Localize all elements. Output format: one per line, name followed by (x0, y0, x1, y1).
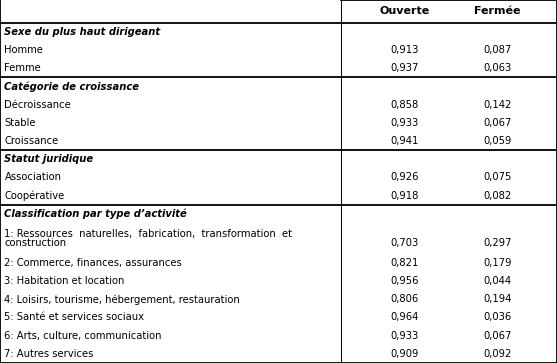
Text: 4: Loisirs, tourisme, hébergement, restauration: 4: Loisirs, tourisme, hébergement, resta… (4, 294, 240, 305)
Text: 0,092: 0,092 (483, 349, 511, 359)
Text: 0,918: 0,918 (390, 191, 418, 201)
Text: 0,082: 0,082 (483, 191, 511, 201)
Text: 0,142: 0,142 (483, 100, 511, 110)
Text: 0,297: 0,297 (483, 238, 512, 248)
Text: 0,964: 0,964 (390, 313, 418, 322)
Text: 0,858: 0,858 (390, 100, 418, 110)
Text: 0,933: 0,933 (390, 331, 418, 341)
Text: 0,909: 0,909 (390, 349, 418, 359)
Text: Catégorie de croissance: Catégorie de croissance (4, 81, 139, 92)
Text: 0,067: 0,067 (483, 118, 511, 128)
Text: 3: Habitation et location: 3: Habitation et location (4, 276, 125, 286)
Text: 0,703: 0,703 (390, 238, 418, 248)
Text: 1: Ressources  naturelles,  fabrication,  transformation  et: 1: Ressources naturelles, fabrication, t… (4, 229, 292, 239)
Text: Sexe du plus haut dirigeant: Sexe du plus haut dirigeant (4, 27, 160, 37)
Text: 5: Santé et services sociaux: 5: Santé et services sociaux (4, 313, 144, 322)
Text: Croissance: Croissance (4, 136, 58, 146)
Text: Stable: Stable (4, 118, 36, 128)
Text: 0,059: 0,059 (483, 136, 511, 146)
Text: 0,194: 0,194 (483, 294, 511, 304)
Text: 0,036: 0,036 (483, 313, 511, 322)
Text: 0,087: 0,087 (483, 45, 511, 55)
Text: 0,063: 0,063 (483, 63, 511, 73)
Text: construction: construction (4, 238, 67, 248)
Text: 0,179: 0,179 (483, 258, 512, 268)
Text: Décroissance: Décroissance (4, 100, 71, 110)
Text: 0,913: 0,913 (390, 45, 418, 55)
Text: 0,806: 0,806 (390, 294, 418, 304)
Text: 7: Autres services: 7: Autres services (4, 349, 94, 359)
Text: 0,937: 0,937 (390, 63, 418, 73)
Text: 0,933: 0,933 (390, 118, 418, 128)
Text: 0,956: 0,956 (390, 276, 419, 286)
Text: Classification par type d’activité: Classification par type d’activité (4, 209, 187, 219)
Text: Association: Association (4, 172, 61, 183)
Text: 0,821: 0,821 (390, 258, 418, 268)
Text: Coopérative: Coopérative (4, 191, 65, 201)
Text: Fermée: Fermée (474, 7, 521, 16)
Text: 0,926: 0,926 (390, 172, 419, 183)
Text: 0,067: 0,067 (483, 331, 511, 341)
Text: 2: Commerce, finances, assurances: 2: Commerce, finances, assurances (4, 258, 182, 268)
Text: Statut juridique: Statut juridique (4, 154, 94, 164)
Text: 0,941: 0,941 (390, 136, 418, 146)
Text: 0,044: 0,044 (483, 276, 511, 286)
Text: 6: Arts, culture, communication: 6: Arts, culture, communication (4, 331, 162, 341)
Text: 0,075: 0,075 (483, 172, 511, 183)
Text: Ouverte: Ouverte (379, 7, 429, 16)
Text: Femme: Femme (4, 63, 41, 73)
Text: Homme: Homme (4, 45, 43, 55)
